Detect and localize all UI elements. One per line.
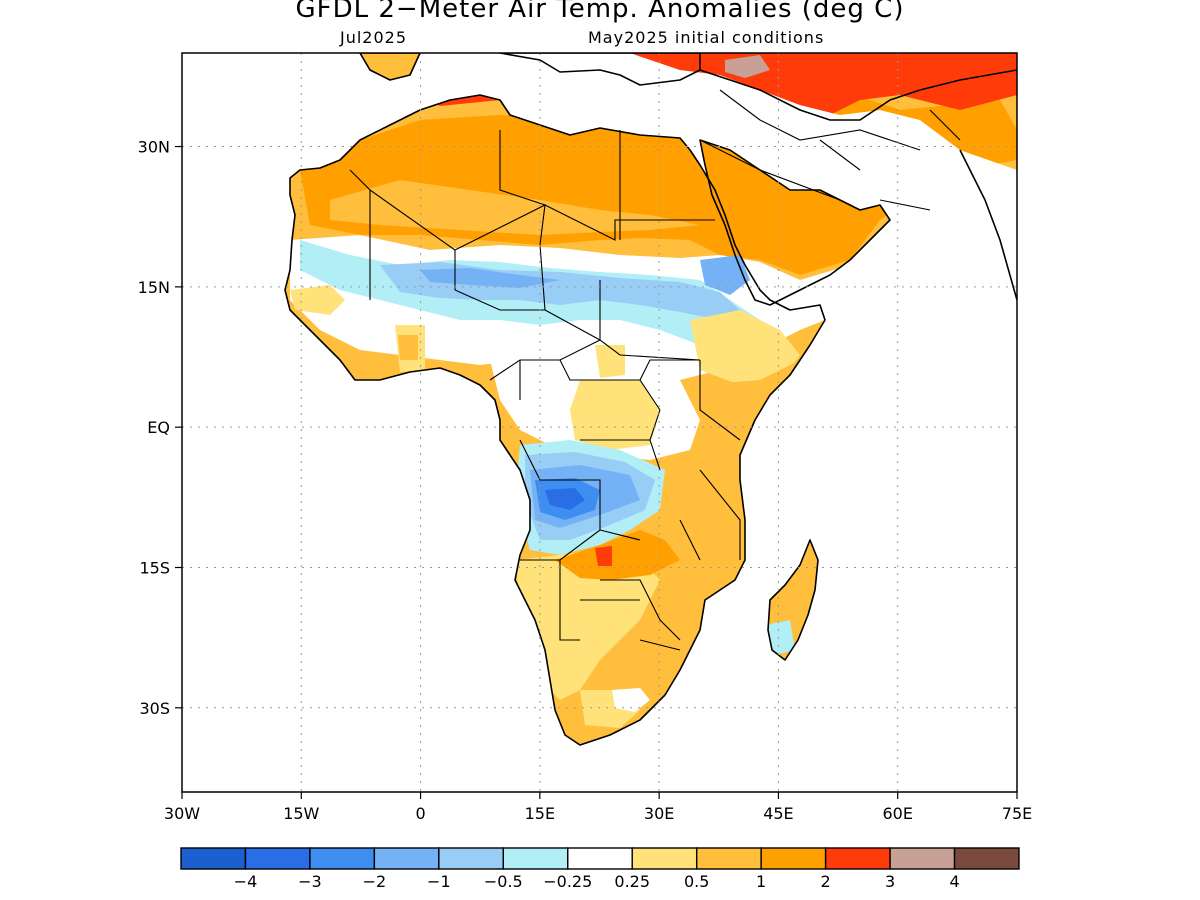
longitude-label: 30W [164, 804, 200, 823]
latitude-label: 30S [139, 699, 170, 718]
colorbar-label: 1 [756, 872, 766, 891]
latitude-label: 15N [138, 278, 170, 297]
colorbar-swatch [244, 847, 311, 870]
india-coastline [959, 149, 1017, 301]
map-title: GFDL 2−Meter Air Temp. Anomalies (deg C) [295, 0, 905, 24]
colorbar-label: −0.25 [543, 872, 592, 891]
colorbar-label: −4 [234, 872, 258, 891]
latitude-label: EQ [147, 418, 170, 437]
colorbar-swatch [502, 847, 569, 870]
coastlines [284, 53, 1017, 746]
colorbar-swatch [438, 847, 505, 870]
colorbar-label: 2 [821, 872, 831, 891]
initial-conditions: May2025 initial conditions [588, 28, 825, 47]
colorbar-swatch [889, 847, 956, 870]
colorbar-label: 0.5 [684, 872, 709, 891]
anomaly-region [690, 310, 800, 385]
colorbar-swatch [180, 847, 247, 870]
colorbar-label: −3 [298, 872, 322, 891]
anomaly-region [515, 550, 660, 700]
longitude-label: 60E [882, 804, 912, 823]
anomaly-region [545, 488, 585, 510]
africa-coastline [284, 94, 826, 746]
longitude-label: 0 [415, 804, 425, 823]
longitude-label: 75E [1002, 804, 1032, 823]
latitude-label: 15S [139, 558, 170, 577]
anomaly-region [765, 620, 795, 655]
colorbar: −4 −3 −2 −1 −0.5 −0.25 0.25 0.5 1 2 3 4 [180, 847, 1020, 891]
colorbar-label: −1 [427, 872, 451, 891]
longitude-label: 15E [525, 804, 555, 823]
longitude-label: 30E [644, 804, 674, 823]
country-borders [349, 89, 961, 651]
latitude-axis: 30N 15N EQ 15S 30S [138, 138, 182, 718]
anomaly-region [330, 180, 700, 235]
anomaly-region [700, 255, 750, 295]
anomaly-region [595, 345, 625, 378]
colorbar-label: 3 [885, 872, 895, 891]
latitude-label: 30N [138, 138, 170, 157]
colorbar-swatch [309, 847, 376, 870]
madagascar-coastline [767, 539, 819, 661]
gridlines [182, 53, 1017, 792]
colorbar-swatch [760, 847, 827, 870]
anomaly-region [595, 546, 612, 566]
colorbar-swatch [631, 847, 698, 870]
anomaly-region [725, 55, 770, 78]
colorbar-label: −0.5 [484, 872, 523, 891]
arabia-coastline [699, 139, 891, 306]
anomaly-region [612, 688, 650, 712]
longitude-axis: 30W 15W 0 15E 30E 45E 60E 75E [164, 792, 1032, 823]
colorbar-label: 0.25 [614, 872, 650, 891]
colorbar-swatch [695, 847, 762, 870]
forecast-month: Jul2025 [340, 28, 408, 47]
colorbar-swatch [567, 847, 633, 870]
longitude-label: 45E [763, 804, 793, 823]
anomaly-region [290, 285, 345, 315]
plot-frame [181, 52, 1018, 793]
anomaly-region [570, 380, 660, 450]
europe-coastline [359, 53, 1017, 121]
anomaly-region [555, 530, 680, 580]
colorbar-swatch [373, 847, 440, 870]
colorbar-label: −2 [363, 872, 387, 891]
longitude-label: 15W [283, 804, 319, 823]
colorbar-swatch [953, 847, 1020, 870]
anomaly-region [398, 335, 418, 360]
colorbar-swatch [824, 847, 891, 870]
colorbar-label: 4 [949, 872, 959, 891]
